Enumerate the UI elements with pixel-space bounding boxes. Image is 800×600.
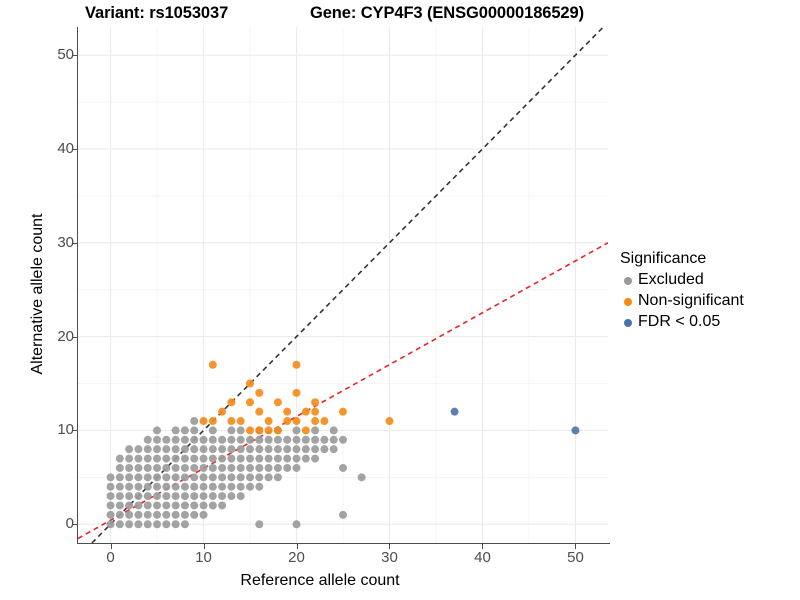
fdr-significant-points — [450, 407, 580, 435]
chart-title-row: Variant: rs1053037 Gene: CYP4F3 (ENSG000… — [0, 4, 800, 28]
legend-item[interactable]: Non-significant — [620, 290, 795, 311]
legend-item-label: FDR < 0.05 — [638, 312, 721, 330]
y-tickmark — [72, 524, 77, 526]
legend-item[interactable]: Excluded — [620, 269, 795, 290]
y-tickmark — [72, 336, 77, 338]
y-tick-label: 10 — [57, 421, 74, 439]
x-tick-label: 0 — [106, 549, 115, 566]
legend-item-label: Non-significant — [638, 291, 744, 309]
y-tick-label: 40 — [57, 139, 74, 157]
x-tickmark — [575, 544, 577, 549]
y-tick-label: 20 — [57, 327, 74, 345]
legend-title: Significance — [620, 250, 707, 267]
excluded-points — [106, 417, 366, 529]
non-significant-legend-dot — [620, 293, 636, 309]
non-significant-points — [199, 360, 394, 435]
x-tick-label: 30 — [381, 549, 398, 566]
x-tick-label: 10 — [195, 549, 212, 566]
y-tickmark — [72, 148, 77, 150]
plot-panel — [78, 27, 608, 543]
y-tickmark — [72, 55, 77, 57]
y-tickmark — [72, 242, 77, 244]
x-tickmark — [110, 544, 112, 549]
x-tickmark — [296, 544, 298, 549]
x-tick-label: 40 — [474, 549, 491, 566]
plot-canvas — [78, 27, 608, 543]
y-tick-label: 50 — [57, 46, 74, 64]
legend-items: Excluded Non-significant FDR < 0.05 — [620, 269, 795, 332]
variant-title: Variant: rs1053037 — [85, 4, 229, 22]
gene-title: Gene: CYP4F3 (ENSG00000186529) — [310, 4, 584, 22]
excluded-legend-dot — [620, 272, 636, 288]
y-tickmark — [72, 430, 77, 432]
y-axis-title: Alternative allele count — [29, 213, 46, 375]
x-tick-label: 50 — [567, 549, 584, 566]
x-tickmark — [203, 544, 205, 549]
legend-item[interactable]: FDR < 0.05 — [620, 311, 795, 332]
y-tick-label: 30 — [57, 233, 74, 251]
legend-swatch — [624, 297, 632, 306]
legend-swatch — [624, 276, 632, 285]
legend: Significance Excluded Non-significant FDR … — [620, 250, 795, 332]
legend-swatch — [624, 318, 632, 327]
fdr-legend-dot — [620, 314, 636, 330]
x-axis-title: Reference allele count — [240, 572, 400, 589]
legend-item-label: Excluded — [638, 270, 704, 288]
x-tickmark — [389, 544, 391, 549]
x-tickmark — [482, 544, 484, 549]
y-axis-line — [77, 27, 78, 544]
y-tick-label: 0 — [65, 515, 74, 533]
x-tick-label: 20 — [288, 549, 305, 566]
x-axis-line — [78, 543, 610, 544]
